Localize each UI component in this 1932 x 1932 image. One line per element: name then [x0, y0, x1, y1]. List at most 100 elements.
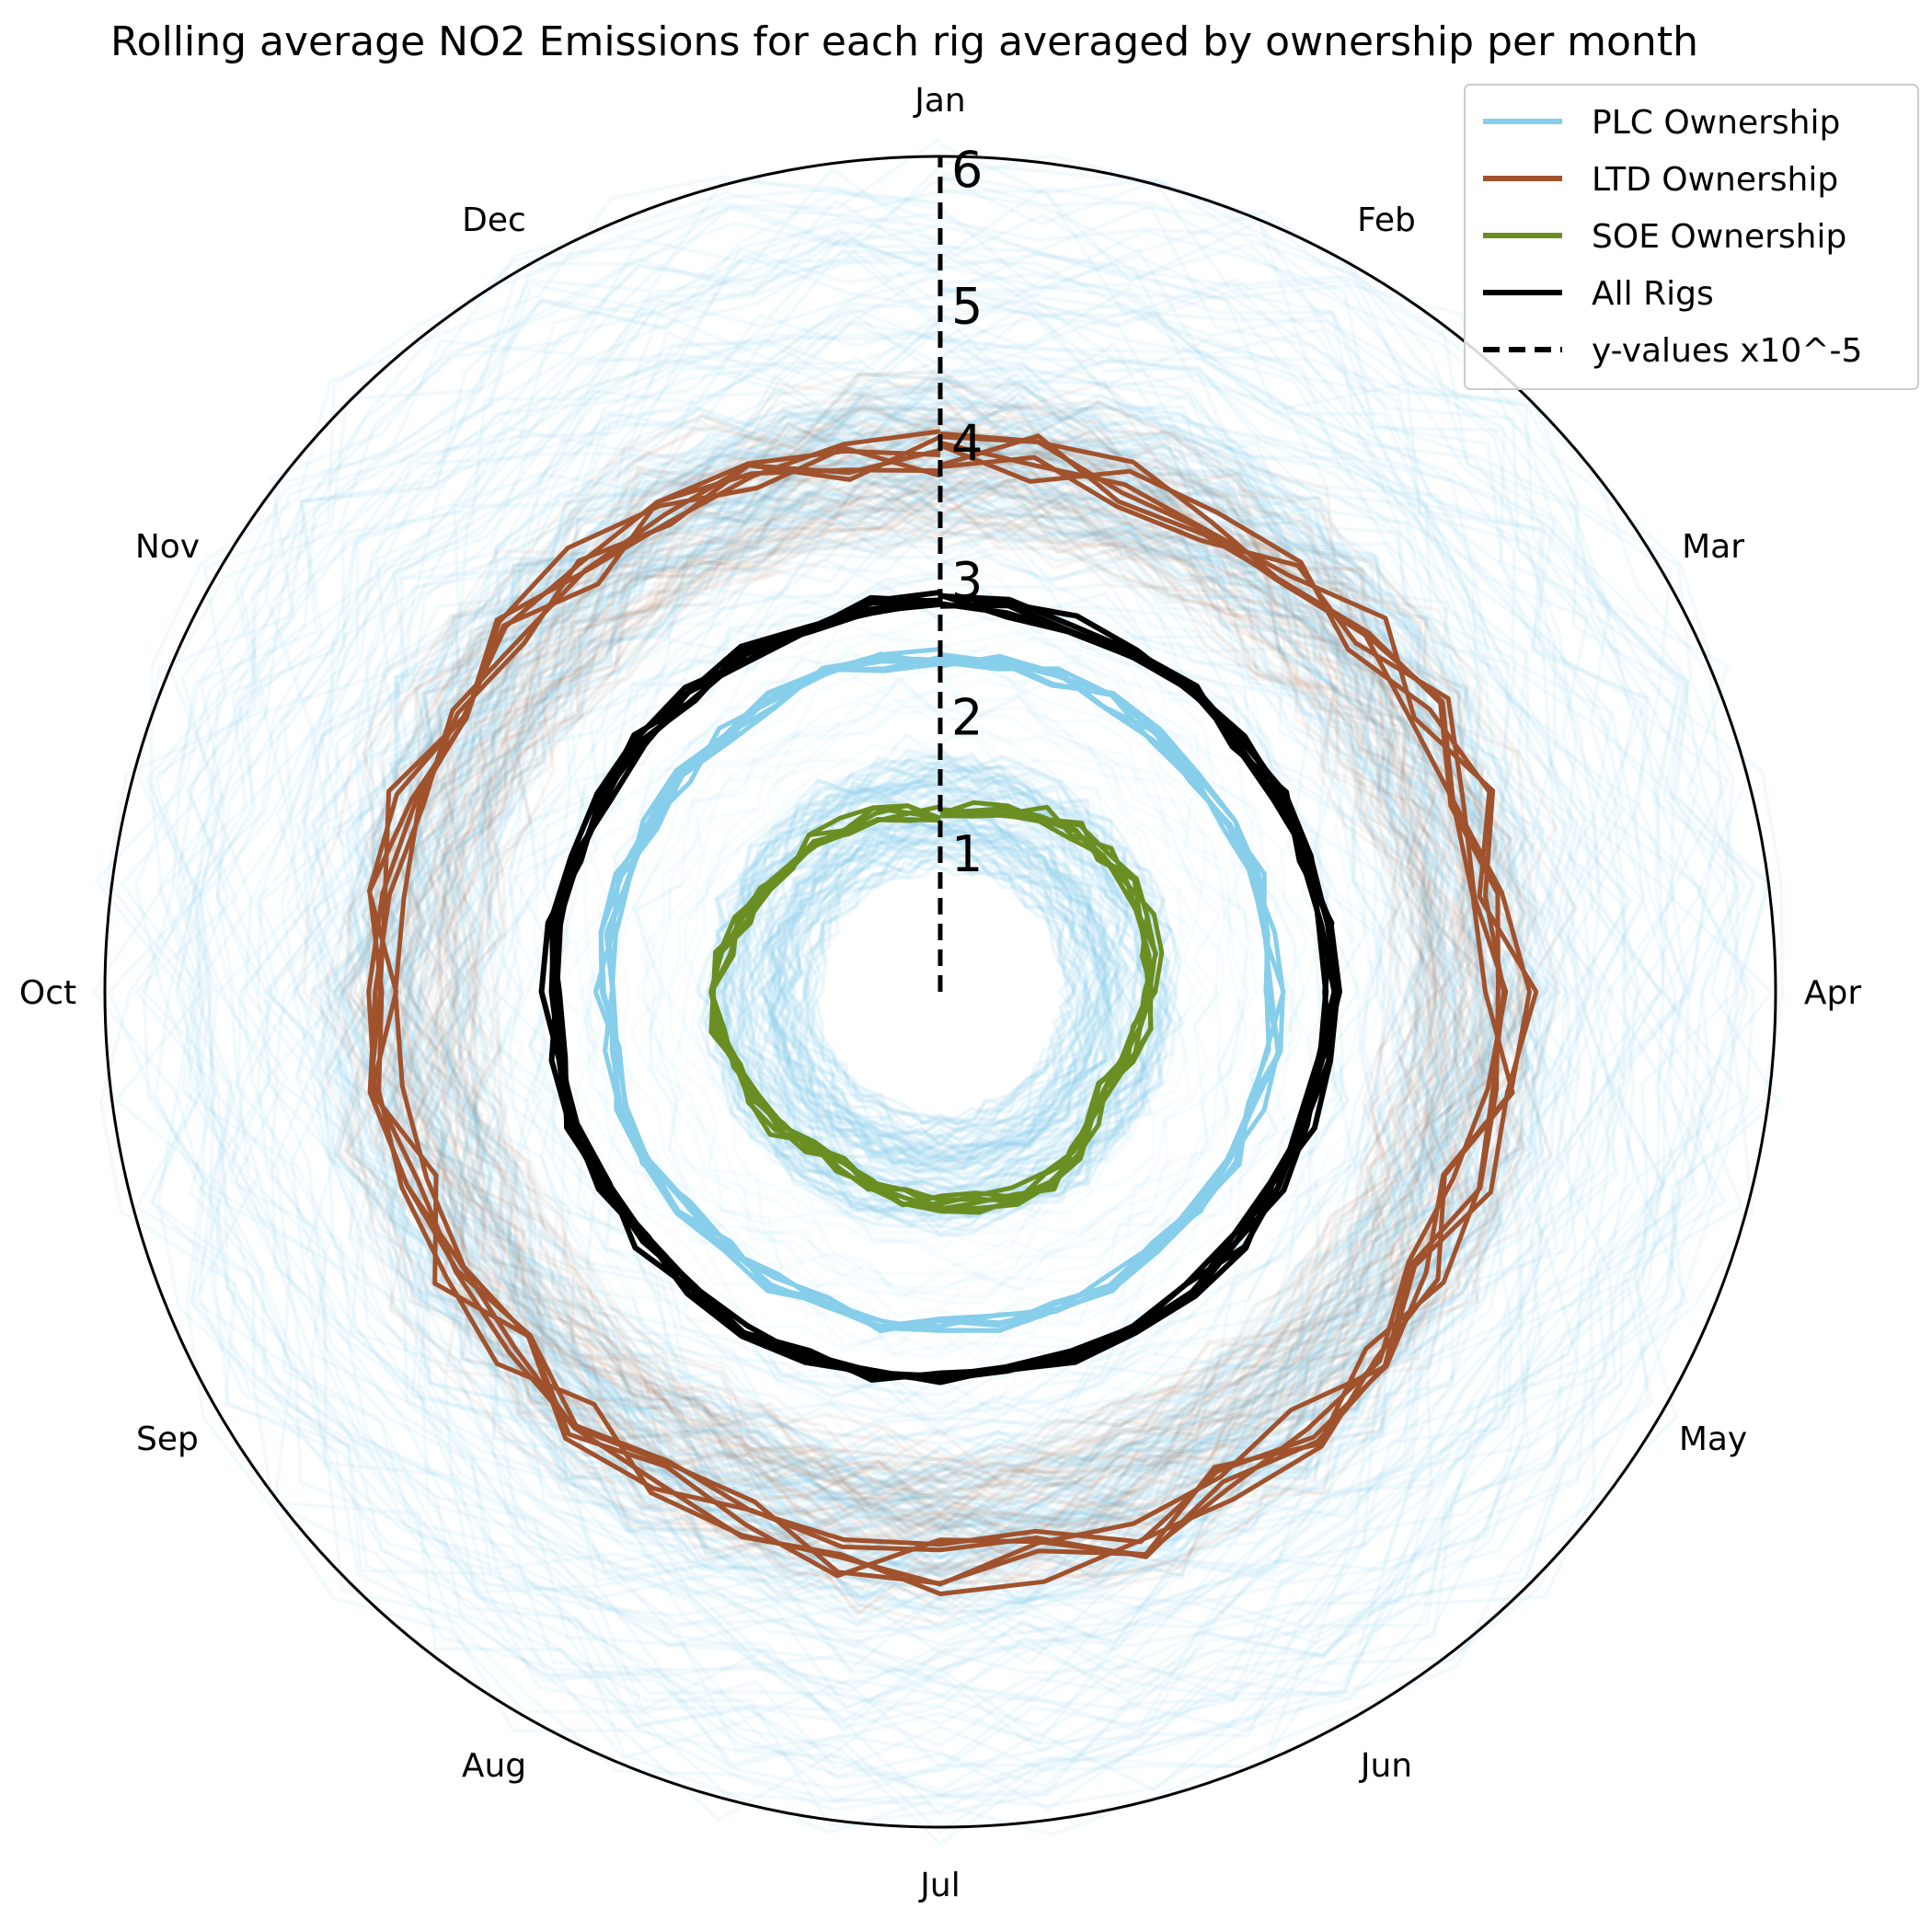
bg-trace-plc-inner: [767, 816, 1113, 1157]
bg-trace-plc-wide: [293, 356, 1578, 1617]
bg-trace-plc-inner: [776, 832, 1102, 1157]
series-loop: [548, 589, 1340, 1383]
bg-trace-plc-wide: [469, 504, 1415, 1489]
bg-trace-plc-inner: [801, 852, 1076, 1128]
bg-trace-plc-wide: [215, 305, 1626, 1710]
bg-trace-plc-mid: [464, 529, 1391, 1465]
bg-trace-plc-wide: [304, 307, 1604, 1656]
bg-trace-plc-wide: [186, 212, 1708, 1754]
bg-trace-plc-inner: [785, 836, 1091, 1144]
bg-trace-ltd-band: [381, 446, 1499, 1530]
bg-trace-plc-wide: [154, 153, 1755, 1834]
bg-trace-plc-wide: [295, 328, 1580, 1634]
bg-trace-ltd-band: [443, 493, 1440, 1486]
bg-trace-plc-band: [412, 492, 1439, 1491]
radial-tick-label: 4: [951, 415, 983, 473]
bg-trace-plc-wide: [132, 198, 1725, 1803]
bg-trace-plc-inner: [703, 747, 1179, 1224]
bg-trace-ltd-band: [397, 470, 1463, 1532]
bg-trace-plc-wide: [107, 167, 1744, 1789]
radial-tick-label: 6: [951, 141, 983, 199]
bg-trace-plc-wide: [94, 174, 1771, 1837]
bg-trace-ltd-band: [447, 488, 1455, 1507]
bg-trace-plc-mid: [554, 620, 1316, 1356]
bg-trace-ltd-band: [451, 503, 1439, 1489]
bg-trace-ltd-band: [409, 455, 1441, 1523]
bg-trace-plc-mid: [628, 672, 1258, 1302]
bg-trace-ltd-band: [389, 463, 1465, 1541]
bg-trace-plc-band: [363, 415, 1506, 1556]
bg-trace-plc-wide: [362, 409, 1501, 1530]
bg-trace-plc-inner: [763, 811, 1114, 1169]
bg-trace-plc-band: [437, 472, 1455, 1523]
legend-label: LTD Ownership: [1592, 161, 1838, 199]
month-label: Apr: [1804, 974, 1861, 1012]
bg-trace-plc-inner: [767, 819, 1110, 1164]
month-label: Feb: [1357, 201, 1416, 239]
bg-trace-plc-band: [376, 457, 1479, 1528]
bg-trace-plc-mid: [754, 811, 1119, 1170]
bg-trace-plc-band: [422, 486, 1442, 1506]
bg-trace-plc-inner: [695, 754, 1166, 1233]
bg-trace-plc-inner: [715, 772, 1159, 1218]
bg-trace-plc-inner: [787, 836, 1096, 1147]
legend-entry: SOE Ownership: [1483, 218, 1846, 256]
bg-trace-plc-mid: [740, 789, 1139, 1196]
bg-trace-ltd-band: [370, 431, 1526, 1573]
bg-trace-plc-wide: [484, 533, 1401, 1432]
bg-trace-plc-inner: [799, 847, 1083, 1133]
bg-trace-plc-inner: [780, 822, 1111, 1162]
month-label: Jan: [913, 82, 966, 120]
bg-trace-plc-band: [351, 409, 1531, 1578]
bg-trace-plc-wide: [291, 349, 1590, 1627]
bg-trace-plc-band: [382, 434, 1504, 1537]
bg-trace-plc-inner: [720, 774, 1159, 1212]
bg-trace-plc-band: [444, 498, 1426, 1485]
bg-trace-plc-band: [408, 466, 1478, 1516]
bg-trace-plc-inner: [790, 846, 1088, 1137]
month-label: Jun: [1359, 1747, 1412, 1785]
bg-trace-plc-inner: [758, 812, 1120, 1175]
bg-trace-plc-inner: [746, 800, 1124, 1181]
bg-trace-plc-inner: [732, 771, 1157, 1205]
bg-trace-plc-wide: [439, 487, 1439, 1493]
bg-trace-plc-wide: [133, 137, 1755, 1811]
bg-trace-plc-inner: [776, 828, 1108, 1156]
bg-trace-plc-wide: [175, 190, 1723, 1791]
bg-trace-plc-wide: [244, 274, 1634, 1680]
bg-trace-plc-wide: [158, 232, 1699, 1773]
bg-trace-plc-band: [396, 467, 1468, 1536]
bg-trace-plc-wide: [262, 342, 1593, 1673]
bg-trace-plc-mid: [754, 801, 1132, 1179]
legend-label: PLC Ownership: [1592, 104, 1840, 142]
bg-trace-plc-band: [335, 379, 1546, 1602]
bg-trace-plc-band: [370, 437, 1500, 1556]
bg-trace-plc-wide: [228, 266, 1662, 1724]
bg-trace-plc-wide: [156, 213, 1775, 1804]
month-labels: Jan Feb Mar Apr May Jun Jul Aug Sep Oct Nov Dec: [19, 82, 1861, 1904]
bg-trace-plc-wide: [475, 506, 1410, 1490]
bg-trace-plc-wide: [216, 252, 1647, 1709]
bg-trace-plc-inner: [761, 811, 1124, 1171]
bg-trace-plc-band: [404, 466, 1468, 1522]
bg-trace-plc-wide: [142, 175, 1785, 1846]
bg-trace-plc-mid: [471, 526, 1405, 1476]
bg-trace-plc-mid: [794, 838, 1093, 1143]
bg-trace-plc-inner: [778, 834, 1091, 1153]
radial-tick-label: 1: [951, 825, 983, 883]
bg-trace-ltd-band: [398, 444, 1482, 1530]
bg-trace-ltd-band: [331, 383, 1530, 1627]
bg-trace-plc-mid: [648, 679, 1230, 1299]
bg-trace-ltd-band: [410, 443, 1485, 1531]
bg-trace-plc-inner: [766, 821, 1117, 1175]
bg-trace-ltd-band: [420, 456, 1443, 1516]
series-loop: [592, 651, 1271, 1329]
bg-trace-ltd-band: [436, 452, 1467, 1531]
month-label: May: [1679, 1420, 1747, 1458]
bg-trace-plc-wide: [144, 190, 1749, 1817]
legend-label: SOE Ownership: [1592, 218, 1846, 256]
bg-trace-plc-inner: [769, 820, 1112, 1169]
bg-trace-plc-wide: [191, 235, 1706, 1753]
bg-trace-plc-wide: [113, 164, 1750, 1797]
bg-trace-ltd-band: [409, 445, 1484, 1507]
